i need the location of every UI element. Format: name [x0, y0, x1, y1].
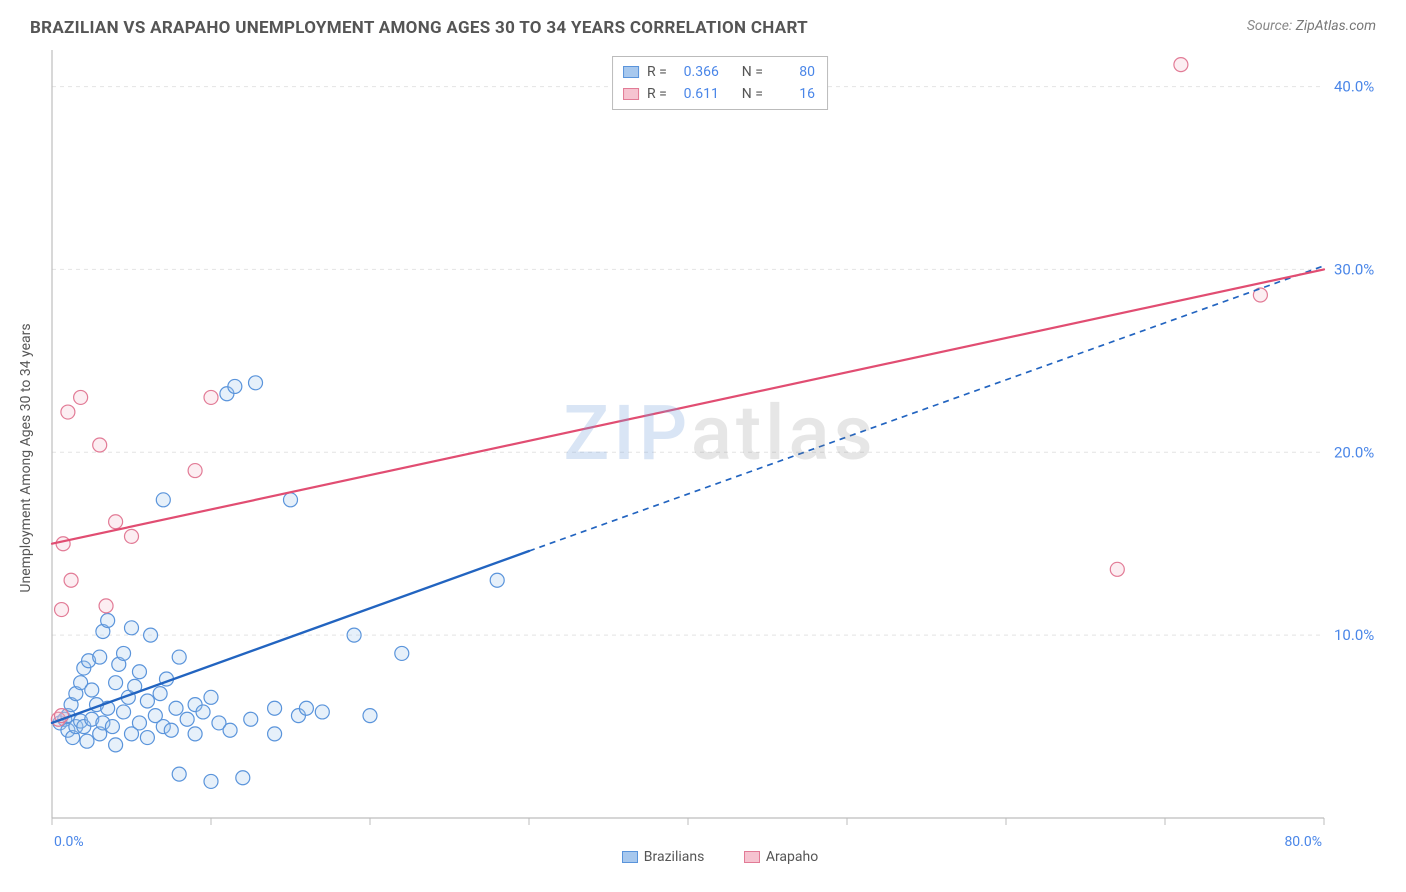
swatch-arapaho-icon [623, 88, 639, 100]
chart-container: Unemployment Among Ages 30 to 34 years Z… [50, 48, 1390, 868]
scatter-chart: 10.0% 20.0% 30.0% 40.0% 0.0% 80.0% [50, 48, 1390, 868]
source-attribution: Source: ZipAtlas.com [1247, 18, 1376, 34]
source-name: ZipAtlas.com [1296, 18, 1376, 34]
r-value-brazilians: 0.366 [675, 61, 719, 83]
n-label: N = [742, 83, 763, 105]
source-prefix: Source: [1247, 18, 1296, 34]
series-legend: Brazilians Arapaho [50, 849, 1390, 865]
svg-text:40.0%: 40.0% [1334, 78, 1374, 96]
svg-text:80.0%: 80.0% [1284, 834, 1322, 850]
swatch-brazilians-icon [622, 851, 638, 863]
legend-item-brazilians: Brazilians [622, 849, 708, 865]
svg-text:20.0%: 20.0% [1334, 443, 1374, 461]
r-label: R = [647, 83, 667, 105]
n-value-brazilians: 80 [771, 61, 815, 83]
correlation-row-brazilians: R = 0.366 N = 80 [623, 61, 815, 83]
chart-header: BRAZILIAN VS ARAPAHO UNEMPLOYMENT AMONG … [0, 0, 1406, 48]
swatch-brazilians-icon [623, 66, 639, 78]
n-label: N = [742, 61, 763, 83]
chart-title: BRAZILIAN VS ARAPAHO UNEMPLOYMENT AMONG … [30, 18, 808, 38]
legend-label-brazilians: Brazilians [644, 849, 705, 865]
svg-text:10.0%: 10.0% [1334, 626, 1374, 644]
swatch-arapaho-icon [744, 851, 760, 863]
correlation-row-arapaho: R = 0.611 N = 16 [623, 83, 815, 105]
r-label: R = [647, 61, 667, 83]
legend-item-arapaho: Arapaho [744, 849, 818, 865]
r-value-arapaho: 0.611 [675, 83, 719, 105]
correlation-legend: R = 0.366 N = 80 R = 0.611 N = 16 [612, 56, 828, 110]
legend-label-arapaho: Arapaho [766, 849, 818, 865]
svg-text:30.0%: 30.0% [1334, 260, 1374, 278]
n-value-arapaho: 16 [771, 83, 815, 105]
svg-text:0.0%: 0.0% [54, 834, 84, 850]
